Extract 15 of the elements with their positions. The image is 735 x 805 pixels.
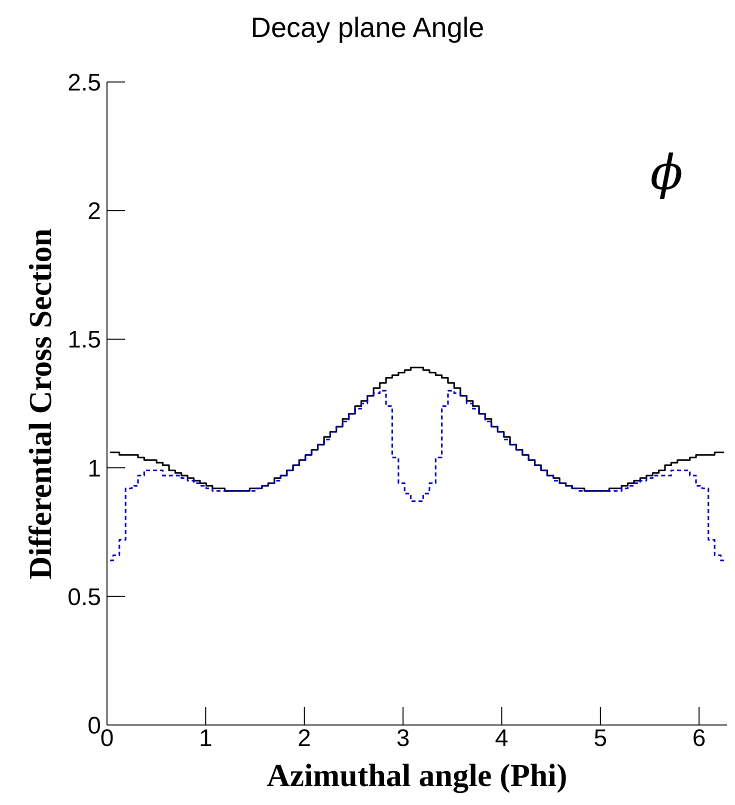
x-tick-label: 5 (594, 725, 608, 752)
x-tick-label: 2 (298, 725, 312, 752)
x-tick-label: 3 (396, 725, 410, 752)
chart-title: Decay plane Angle (250, 12, 486, 44)
x-tick-label: 6 (692, 725, 706, 752)
x-tick-label: 4 (495, 725, 508, 752)
annotation: ϕ (650, 145, 683, 201)
y-tick-label: 2 (88, 198, 101, 226)
x-axis-title: Azimuthal angle (Phi) (266, 757, 568, 794)
y-tick-label: 1.5 (68, 326, 101, 354)
y-tick-label: 0.5 (68, 584, 101, 611)
y-tick-label: 2.5 (68, 70, 101, 97)
x-tick-label: 1 (199, 725, 212, 752)
y-tick-label: 1 (88, 455, 101, 482)
y-axis-title: Differential Cross Section (22, 227, 59, 581)
